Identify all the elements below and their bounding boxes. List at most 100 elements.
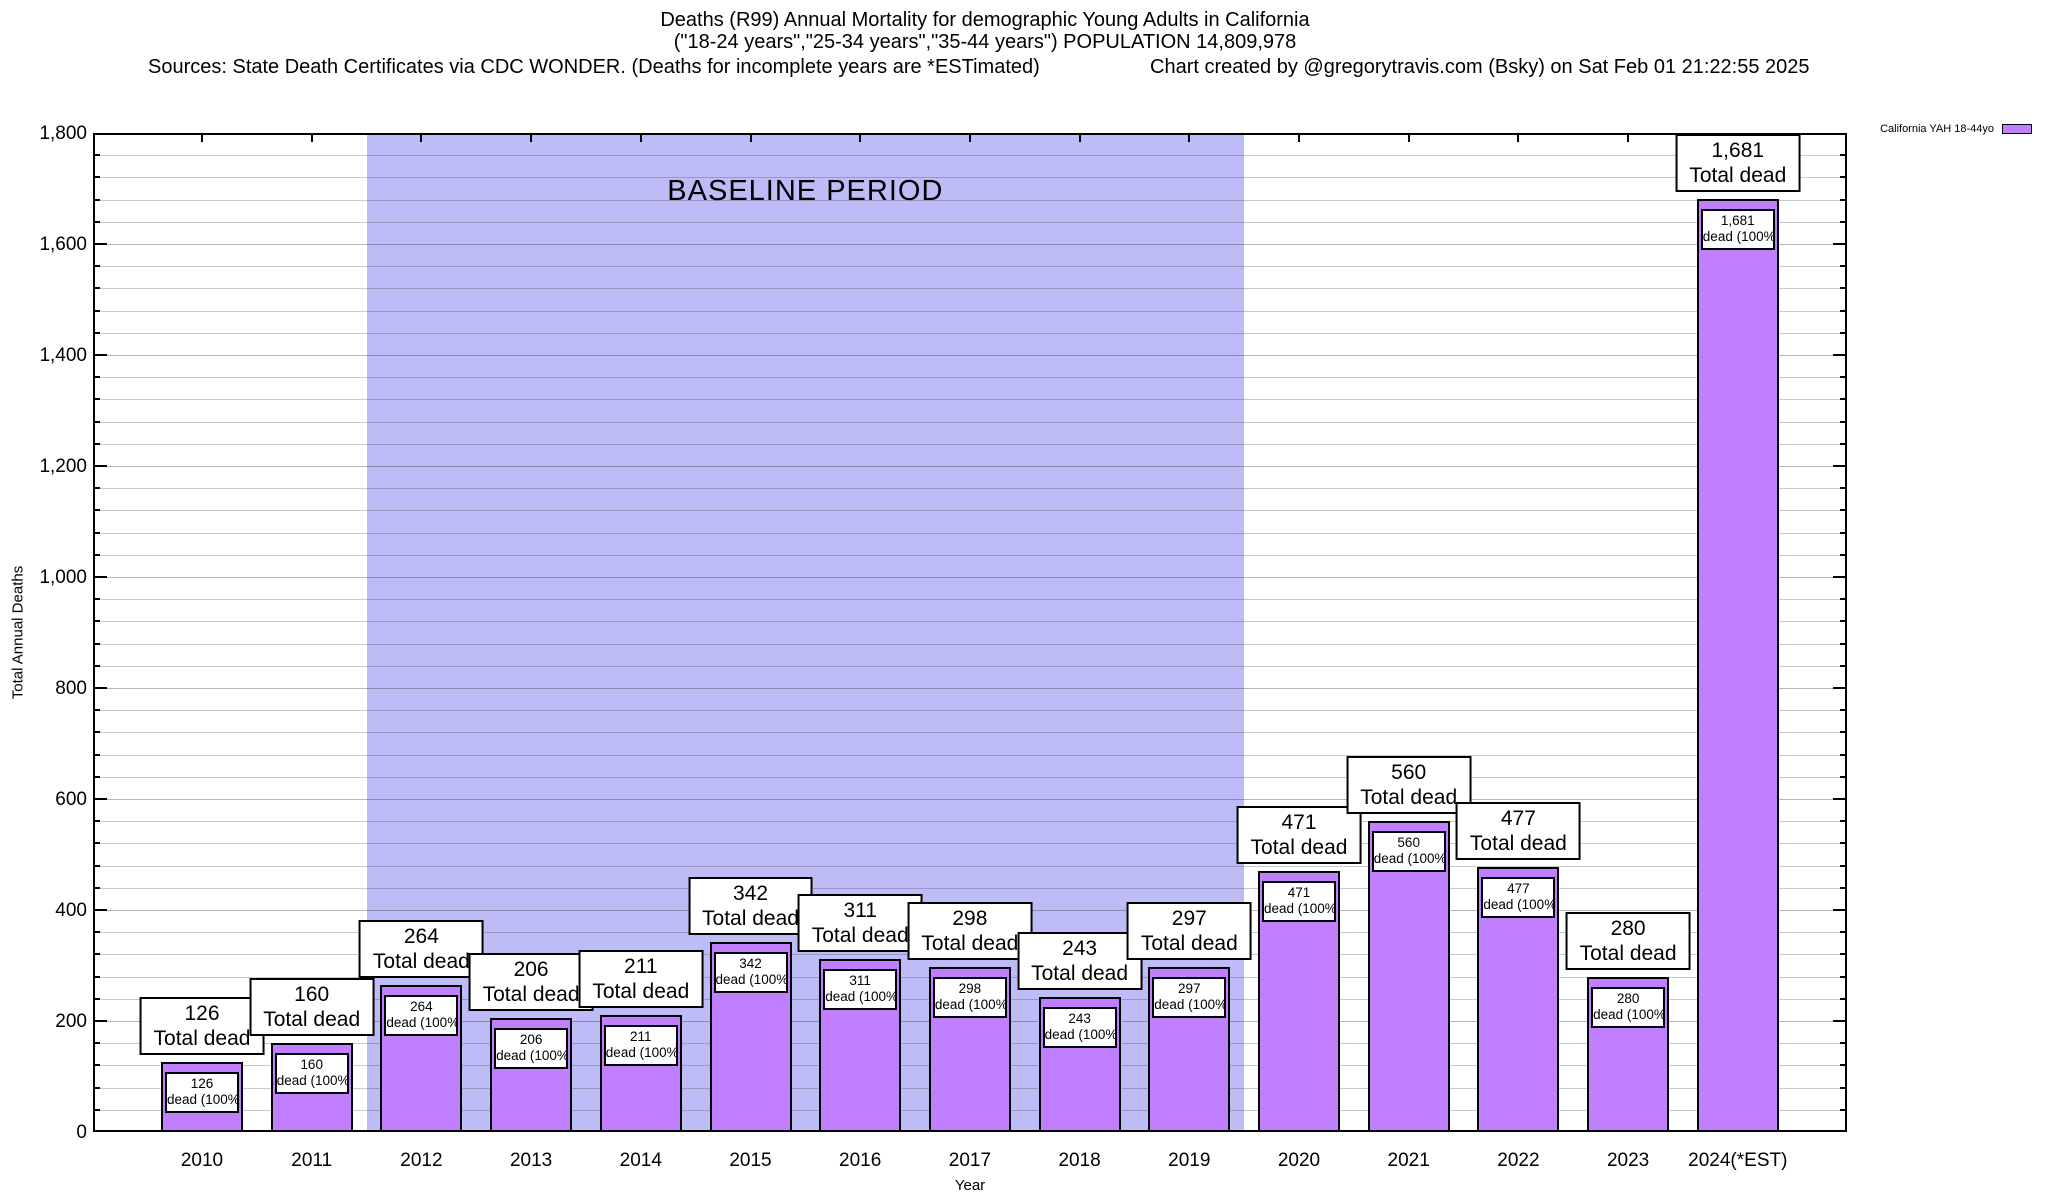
bar-inner-suffix: dead (100%) — [825, 989, 898, 1005]
x-tick-label-2014: 2014 — [619, 1150, 662, 1171]
y-tick-label-1,000: 1,000 — [39, 567, 87, 588]
x-axis-tick — [201, 133, 203, 142]
y-axis-tick — [93, 154, 100, 157]
y-axis-tick — [93, 1086, 100, 1089]
y-axis-tick — [1840, 487, 1847, 490]
bar-inner-value: 243 — [1068, 1011, 1091, 1026]
y-axis-tick — [93, 287, 100, 290]
gridline — [93, 776, 1847, 778]
y-axis-tick — [93, 243, 107, 245]
y-axis-tick — [93, 642, 100, 645]
bar-2022: 477 dead (100%) — [1477, 867, 1560, 1132]
chart-title-line2: ("18-24 years","25-34 years","35-44 year… — [673, 31, 1297, 53]
bar-total-label: 280 Total dead — [1565, 911, 1691, 970]
bar-total-value: 471 — [1281, 810, 1317, 834]
bar-inner-value: 471 — [1287, 885, 1311, 900]
bar-inner-value: 297 — [1178, 981, 1201, 996]
bar-total-suffix: Total dead — [153, 1026, 251, 1050]
bar-total-value: 243 — [1062, 936, 1098, 960]
bar-inner-label: 297 dead (100%) — [1152, 977, 1227, 1018]
y-axis-tick — [93, 842, 100, 845]
bar-total-value: 297 — [1171, 906, 1207, 930]
bar-total-suffix: Total dead — [811, 923, 909, 947]
bar-inner-suffix: dead (100%) — [1044, 1027, 1117, 1043]
bar-inner-value: 264 — [410, 999, 433, 1014]
y-tick-label-1,800: 1,800 — [39, 123, 87, 144]
bar-inner-label: 160 dead (100%) — [274, 1053, 349, 1094]
y-axis-tick — [1840, 709, 1847, 712]
y-axis-tick — [93, 354, 107, 356]
bar-total-suffix: Total dead — [921, 931, 1019, 955]
y-axis-tick — [1840, 931, 1847, 934]
x-axis-tick — [1407, 133, 1410, 142]
x-tick-label-2022: 2022 — [1497, 1150, 1540, 1171]
y-axis-tick — [1840, 398, 1847, 401]
y-axis-tick — [93, 820, 100, 823]
bar-total-label: 243 Total dead — [1017, 931, 1143, 990]
bar-inner-value: 1,681 — [1720, 213, 1755, 228]
x-axis-tick — [968, 133, 971, 142]
bar-total-suffix: Total dead — [1360, 785, 1458, 809]
y-axis-tick — [93, 1108, 100, 1111]
y-axis-tick — [93, 975, 100, 978]
gridline — [93, 310, 1847, 312]
bar-2024(*EST): 1,681 dead (100%) — [1696, 199, 1779, 1132]
bar-total-label: 264 Total dead — [358, 919, 484, 978]
y-axis-tick — [1840, 309, 1847, 312]
bar-total-value: 311 — [843, 898, 877, 922]
gridline — [93, 510, 1847, 512]
gridline — [93, 177, 1847, 179]
y-axis-tick — [1840, 1108, 1847, 1111]
y-axis-tick — [1840, 953, 1847, 956]
bar-2019: 297 dead (100%) — [1148, 967, 1231, 1132]
bar-inner-label: 298 dead (100%) — [932, 977, 1007, 1018]
gridline — [93, 621, 1847, 623]
gridline — [93, 266, 1847, 268]
y-axis-tick — [93, 465, 107, 467]
y-axis-tick — [93, 576, 107, 578]
y-axis-tick — [93, 798, 107, 800]
x-axis-tick — [420, 133, 423, 142]
y-axis-tick — [1840, 1086, 1847, 1089]
y-axis-tick — [93, 598, 100, 601]
bar-total-label: 298 Total dead — [907, 901, 1033, 960]
y-axis-tick — [1840, 220, 1847, 223]
y-axis-tick — [93, 997, 100, 1000]
legend-label: California YAH 18-44yo — [1880, 123, 1994, 135]
bar-2016: 311 dead (100%) — [819, 959, 902, 1132]
gridline — [93, 466, 1847, 467]
y-axis-tick — [93, 909, 107, 911]
y-axis-tick — [93, 864, 100, 867]
bar-total-suffix: Total dead — [702, 906, 799, 930]
y-axis-tick — [93, 487, 100, 490]
y-axis-tick — [1833, 687, 1847, 689]
bar-total-value: 206 — [513, 957, 549, 981]
y-axis-tick — [1840, 553, 1847, 556]
y-axis-tick — [93, 1064, 100, 1067]
bar-inner-label: 206 dead (100%) — [494, 1028, 569, 1069]
gridline — [93, 577, 1847, 578]
y-axis-tick — [93, 620, 100, 623]
bar-total-suffix: Total dead — [1469, 831, 1567, 855]
x-tick-label-2011: 2011 — [291, 1150, 333, 1171]
gridline — [93, 732, 1847, 734]
y-axis-tick — [93, 731, 100, 734]
bar-inner-label: 280 dead (100%) — [1591, 987, 1666, 1028]
bar-inner-label: 560 dead (100%) — [1371, 831, 1446, 872]
x-tick-label-2012: 2012 — [400, 1150, 443, 1171]
y-axis-tick — [1833, 1020, 1847, 1022]
bar-2020: 471 dead (100%) — [1258, 871, 1340, 1132]
bar-total-label: 477 Total dead — [1455, 801, 1581, 860]
bar-inner-label: 1,681 dead (100%) — [1700, 209, 1775, 250]
gridline — [93, 421, 1847, 423]
bar-total-label: 297 Total dead — [1126, 901, 1252, 960]
bar-total-suffix: Total dead — [263, 1007, 361, 1031]
bar-total-value: 264 — [403, 924, 439, 948]
x-tick-label-2018: 2018 — [1058, 1150, 1101, 1171]
gridline — [93, 244, 1847, 245]
y-axis-tick — [1840, 775, 1847, 778]
bar-total-label: 211 Total dead — [578, 949, 704, 1008]
bar-inner-suffix: dead (100%) — [1154, 997, 1227, 1013]
y-axis-tick — [1840, 509, 1847, 512]
y-tick-label-1,200: 1,200 — [39, 456, 87, 477]
